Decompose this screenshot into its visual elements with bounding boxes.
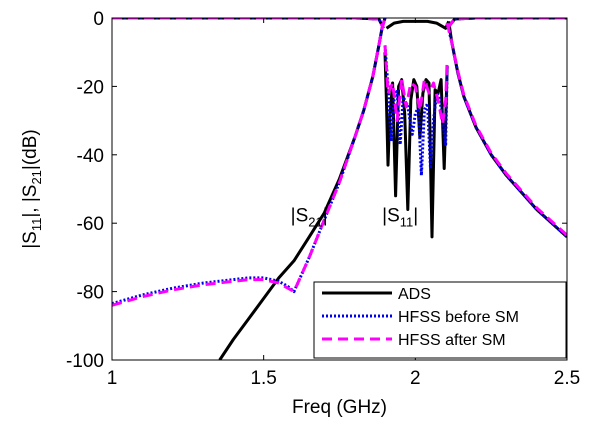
legend: ADS HFSS before SM HFSS after SM (313, 281, 567, 359)
y-tick-label: -40 (77, 146, 104, 167)
x-tick-label: 1.5 (250, 368, 276, 389)
series-ads-segment-4 (112, 18, 385, 29)
y-tick-label: -100 (66, 351, 104, 372)
series-hfss-after-sm-segment-1 (383, 45, 449, 126)
series-hfss-after-sm-segment-0 (112, 18, 387, 307)
y-tick-label: 0 (93, 9, 104, 30)
legend-label-hfss-after: HFSS after SM (398, 332, 506, 349)
y-tick-label: -20 (77, 77, 104, 98)
legend-box (313, 281, 567, 359)
series-layer (112, 18, 567, 360)
annotation-1: |S11| (382, 205, 418, 229)
annotation-layer: |S21| |S11| (291, 205, 419, 229)
y-axis-label: |S11|, |S21|(dB) (20, 129, 44, 249)
x-tick-label: 2 (410, 368, 421, 389)
plot-frame (111, 17, 568, 361)
series-hfss-after-sm-segment-4 (445, 22, 567, 237)
series-ads-segment-5 (446, 18, 567, 30)
x-axis-label: Freq (GHz) (292, 397, 387, 418)
legend-label-hfss-before: HFSS before SM (398, 309, 519, 326)
x-tick-label: 1 (107, 368, 118, 389)
tick-layer: 1 1.5 2 2.5 0 -20 -40 -60 -80 -100 (66, 9, 580, 389)
y-tick-label: -80 (77, 283, 104, 304)
series-hfss-before-sm-segment-0 (112, 18, 387, 306)
y-tick-label: -60 (77, 214, 104, 235)
series-ads-segment-2 (385, 19, 451, 30)
x-tick-label: 2.5 (554, 368, 580, 389)
legend-label-ads: ADS (398, 286, 431, 303)
annotation-0: |S21| (291, 205, 328, 229)
